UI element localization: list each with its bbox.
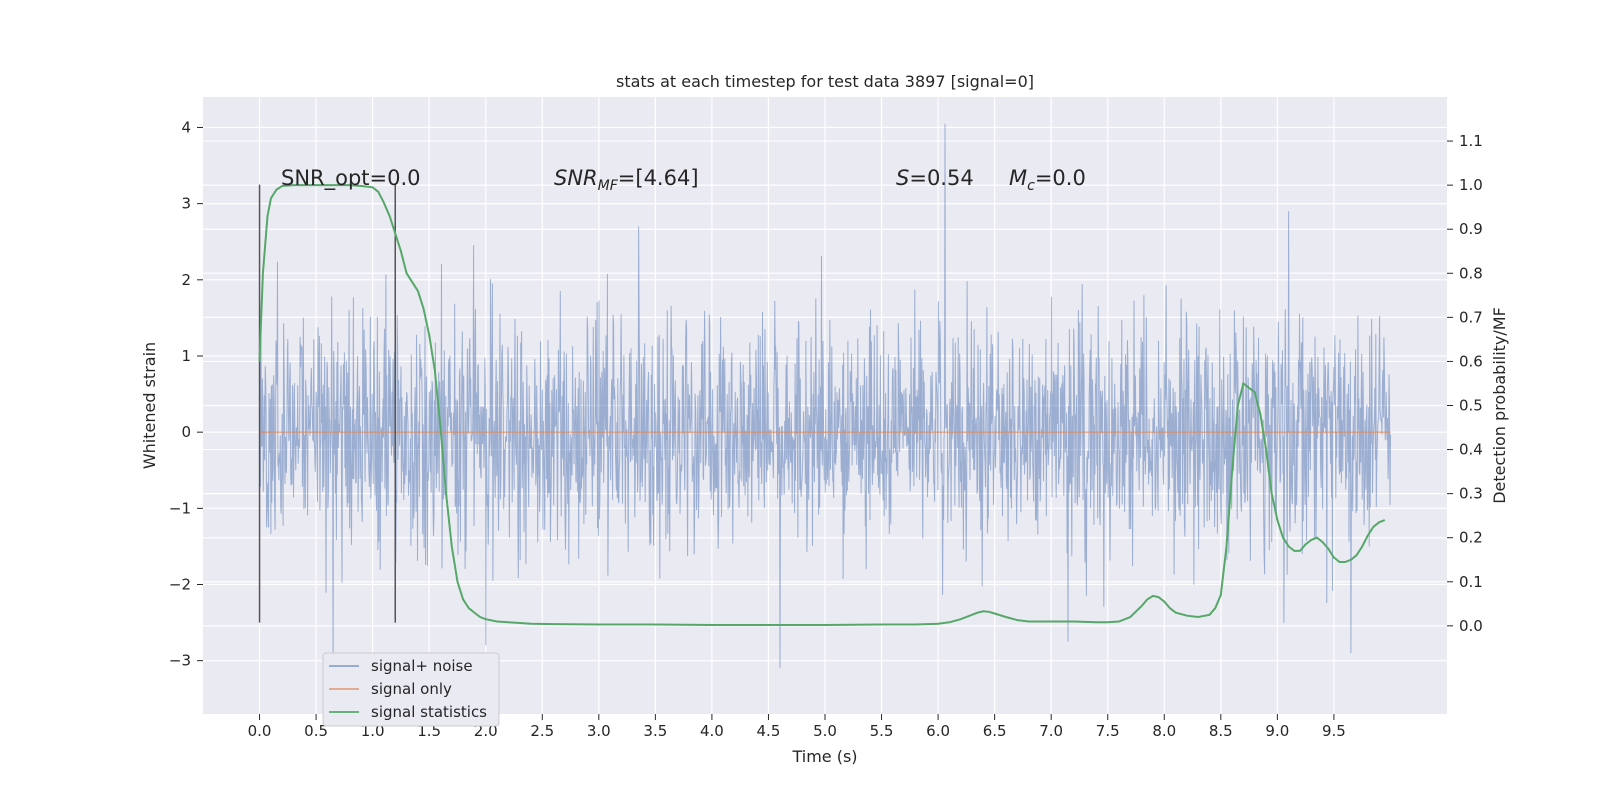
x-tick-label: 0.5 bbox=[304, 722, 328, 740]
annotation-mc: Mc=0.0 bbox=[1009, 166, 1086, 194]
y-tick-label: 4 bbox=[181, 118, 191, 136]
x-tick-label: 8.0 bbox=[1152, 722, 1176, 740]
x-tick-label: 0.0 bbox=[248, 722, 272, 740]
axes: 0.0 0.5 1.0 1.5 2.0 2.5 3.0 3.5 4.0 4.5 5.0 5.5 6.0 6… bbox=[169, 118, 1483, 740]
legend-entry-signal-noise: signal+ noise bbox=[371, 657, 473, 675]
y-tick-label: −1 bbox=[169, 499, 191, 517]
annotation-s: S=0.54 bbox=[896, 166, 974, 190]
annotation-snr-mf-sub: MF bbox=[598, 178, 619, 194]
x-tick-label: 3.0 bbox=[587, 722, 611, 740]
annotation-snr-mf-var: SNR bbox=[554, 166, 598, 190]
y-right-tick-label: 0.8 bbox=[1459, 264, 1483, 282]
y-right-tick-label: 0.0 bbox=[1459, 617, 1483, 635]
x-tick-label: 9.5 bbox=[1322, 722, 1346, 740]
y-right-tick-label: 0.6 bbox=[1459, 352, 1483, 370]
y-right-tick-label: 0.7 bbox=[1459, 308, 1483, 326]
series-signal-statistics bbox=[258, 184, 1386, 626]
chart-title: stats at each timestep for test data 389… bbox=[616, 72, 1034, 91]
x-tick-label: 5.0 bbox=[813, 722, 837, 740]
signal-noise-line bbox=[259, 123, 1391, 669]
x-tick-label: 5.5 bbox=[870, 722, 894, 740]
y-right-tick-label: 0.5 bbox=[1459, 397, 1483, 415]
x-tick-label: 2.5 bbox=[530, 722, 554, 740]
y-axis-right-label: Detection probability/MF bbox=[1490, 307, 1509, 504]
y-right-tick-label: 0.9 bbox=[1459, 220, 1483, 238]
y-tick-label: 0 bbox=[181, 423, 191, 441]
y-tick-label: 1 bbox=[181, 347, 191, 365]
legend: signal+ noise signal only signal statist… bbox=[322, 652, 500, 727]
y-right-tick-label: 0.2 bbox=[1459, 529, 1483, 547]
annotation-mc-sub: c bbox=[1027, 178, 1035, 194]
signal-statistics-line bbox=[258, 184, 1386, 626]
y-tick-label: 2 bbox=[181, 271, 191, 289]
legend-entry-signal-only: signal only bbox=[371, 680, 452, 698]
y-tick-label: −2 bbox=[169, 576, 191, 594]
y-axis-label: Whitened strain bbox=[140, 342, 159, 469]
y-right-tick-label: 0.1 bbox=[1459, 573, 1483, 591]
x-tick-label: 4.5 bbox=[757, 722, 781, 740]
x-tick-label: 7.5 bbox=[1096, 722, 1120, 740]
annotation-snr-mf: SNRMF=[4.64] bbox=[554, 166, 699, 194]
x-tick-label: 8.5 bbox=[1209, 722, 1233, 740]
annotation-snr-mf-value: =[4.64] bbox=[618, 166, 699, 190]
annotation-mc-value: =0.0 bbox=[1035, 166, 1086, 190]
x-tick-label: 6.0 bbox=[926, 722, 950, 740]
y-right-tick-label: 0.4 bbox=[1459, 441, 1483, 459]
annotation-s-value: =0.54 bbox=[909, 166, 973, 190]
series-signal-noise bbox=[259, 123, 1391, 669]
x-axis-label: Time (s) bbox=[791, 747, 857, 766]
x-tick-label: 7.0 bbox=[1039, 722, 1063, 740]
y-right-tick-label: 1.0 bbox=[1459, 176, 1483, 194]
y-right-tick-label: 1.1 bbox=[1459, 132, 1483, 150]
y-tick-label: −3 bbox=[169, 652, 191, 670]
y-tick-label: 3 bbox=[181, 195, 191, 213]
legend-entry-signal-statistics: signal statistics bbox=[371, 703, 487, 721]
x-tick-label: 6.5 bbox=[983, 722, 1007, 740]
annotation-mc-var: M bbox=[1009, 166, 1027, 190]
legend-box bbox=[322, 652, 500, 727]
annotation-s-var: S bbox=[896, 166, 909, 190]
x-tick-label: 3.5 bbox=[643, 722, 667, 740]
y-right-tick-label: 0.3 bbox=[1459, 485, 1483, 503]
x-tick-label: 4.0 bbox=[700, 722, 724, 740]
x-tick-label: 9.0 bbox=[1265, 722, 1289, 740]
annotation-snr-opt: SNR_opt=0.0 bbox=[281, 166, 421, 191]
vertical-markers bbox=[258, 184, 397, 623]
